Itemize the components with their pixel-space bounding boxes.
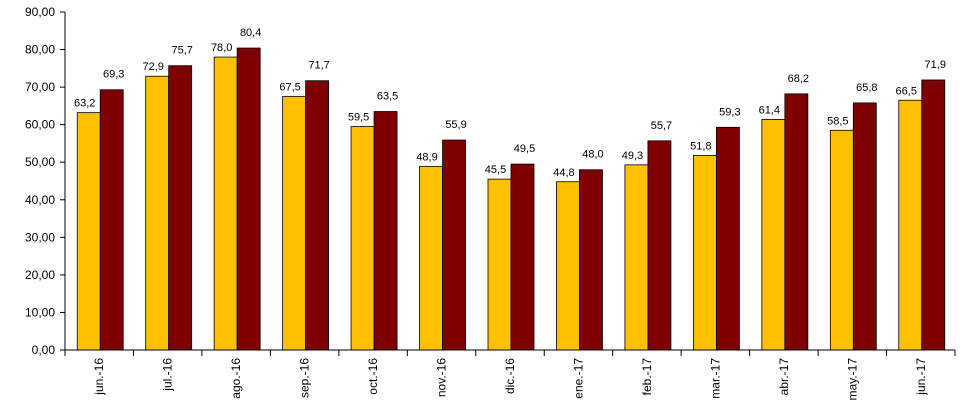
x-tick-label: mar.-17 — [708, 358, 722, 399]
value-label: 48,9 — [416, 151, 437, 163]
value-label: 59,5 — [348, 112, 369, 124]
x-tick-label: feb.-17 — [640, 358, 654, 396]
bar — [168, 65, 193, 351]
value-label: 45,5 — [485, 164, 506, 176]
bar — [76, 112, 101, 351]
value-label: 59,3 — [719, 106, 740, 118]
y-tick-label: 50,00 — [25, 155, 55, 169]
x-tick-label: nov.-16 — [435, 358, 449, 397]
bar — [829, 129, 854, 351]
value-label: 49,3 — [622, 150, 643, 162]
bar — [487, 178, 512, 351]
bar — [305, 80, 330, 351]
bar — [624, 164, 649, 351]
value-label: 71,7 — [308, 60, 329, 72]
value-label: 44,8 — [553, 167, 574, 179]
y-tick-label: 70,00 — [25, 80, 55, 94]
bar — [442, 139, 466, 351]
value-label: 55,9 — [445, 119, 466, 131]
value-label: 72,9 — [142, 61, 163, 73]
bar — [784, 93, 809, 351]
x-tick-label: ene.-17 — [571, 358, 585, 399]
bar — [761, 119, 786, 351]
bar — [373, 111, 398, 351]
x-tick-label: sep.-16 — [298, 358, 312, 398]
value-label: 71,9 — [925, 59, 946, 71]
bar — [510, 163, 535, 351]
bar — [921, 79, 946, 351]
x-tick-label: jun.-17 — [914, 358, 928, 396]
y-tick-label: 0,00 — [32, 343, 56, 357]
value-label: 68,2 — [788, 73, 809, 85]
x-tick-label: jul.-16 — [161, 358, 175, 392]
value-label: 80,4 — [240, 27, 261, 39]
value-label: 78,0 — [211, 42, 232, 54]
x-tick-label: abr.-17 — [777, 358, 791, 396]
x-tick-label: may.-17 — [845, 358, 859, 400]
y-tick-label: 40,00 — [25, 193, 55, 207]
value-label: 58,5 — [827, 115, 848, 127]
bar — [852, 102, 877, 351]
bar — [350, 126, 375, 351]
value-label: 49,5 — [514, 143, 535, 155]
bar — [898, 99, 923, 351]
y-tick-label: 60,00 — [25, 118, 55, 132]
value-label: 61,4 — [759, 104, 780, 116]
y-tick-label: 20,00 — [25, 268, 55, 282]
value-label: 48,0 — [582, 149, 603, 161]
value-label: 69,3 — [103, 69, 124, 81]
bar — [419, 165, 443, 351]
y-tick-label: 10,00 — [25, 305, 55, 319]
value-label: 51,8 — [690, 140, 711, 152]
bar — [579, 169, 603, 351]
x-tick-label: oct.-16 — [366, 358, 380, 395]
bar — [282, 96, 307, 351]
y-tick-label: 90,00 — [25, 5, 55, 19]
bar — [236, 47, 261, 351]
bar — [145, 75, 170, 351]
value-label: 63,2 — [74, 98, 95, 110]
value-label: 65,8 — [856, 82, 877, 94]
bar — [715, 126, 740, 351]
x-tick-label: ago.-16 — [229, 358, 243, 399]
bar — [647, 140, 672, 351]
value-label: 67,5 — [279, 82, 300, 94]
y-tick-label: 30,00 — [25, 230, 55, 244]
value-label: 63,5 — [377, 91, 398, 103]
value-label: 75,7 — [171, 45, 192, 57]
value-label: 66,5 — [896, 85, 917, 97]
bar — [556, 181, 580, 351]
x-tick-label: jun.-16 — [92, 358, 106, 396]
bar — [213, 56, 238, 351]
x-tick-label: dic.-16 — [503, 358, 517, 394]
bar — [99, 89, 124, 351]
value-label: 55,7 — [651, 120, 672, 132]
y-tick-label: 80,00 — [25, 43, 55, 57]
bar — [692, 155, 717, 351]
